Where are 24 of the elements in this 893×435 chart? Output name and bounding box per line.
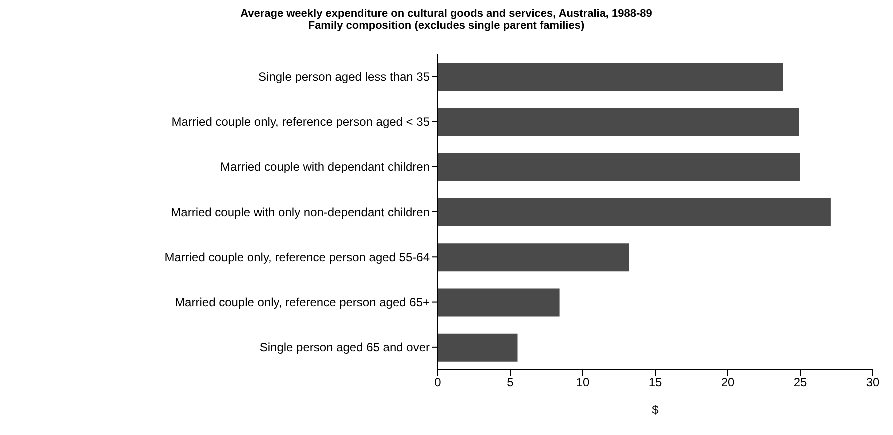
x-tick-label: 20 (721, 376, 735, 390)
x-tick-label: 15 (648, 376, 662, 390)
x-tick-label: 30 (866, 376, 880, 390)
x-tick-label: 10 (576, 376, 590, 390)
x-tick-label: 25 (794, 376, 808, 390)
y-tick-label: Single person aged less than 35 (258, 70, 430, 84)
y-tick-label: Married couple with only non-dependant children (171, 205, 430, 220)
chart-subtitle: Family composition (excludes single parent families) (307, 20, 586, 32)
bar (438, 288, 560, 317)
bar (438, 63, 784, 91)
y-tick-label: Married couple with dependant children (220, 160, 430, 174)
chart-title: Average weekly expenditure on cultural goods and services, Australia, 1988-89 (240, 8, 654, 20)
bar (438, 334, 518, 362)
y-tick-label: Married couple only, reference person aged 65+ (175, 296, 430, 310)
bar (438, 153, 800, 182)
x-tick-label: 5 (507, 376, 514, 390)
y-tick-label: Married couple only, reference person aged < 35 (172, 114, 430, 129)
bar (438, 198, 831, 226)
y-tick-label: Married couple only, reference person aged 55-64 (164, 250, 430, 264)
bar (438, 244, 630, 272)
x-tick-label: 0 (434, 376, 442, 390)
x-axis-title: $ (652, 403, 660, 417)
bar (438, 108, 800, 136)
y-tick-label: Single person aged 65 and over (260, 340, 430, 355)
